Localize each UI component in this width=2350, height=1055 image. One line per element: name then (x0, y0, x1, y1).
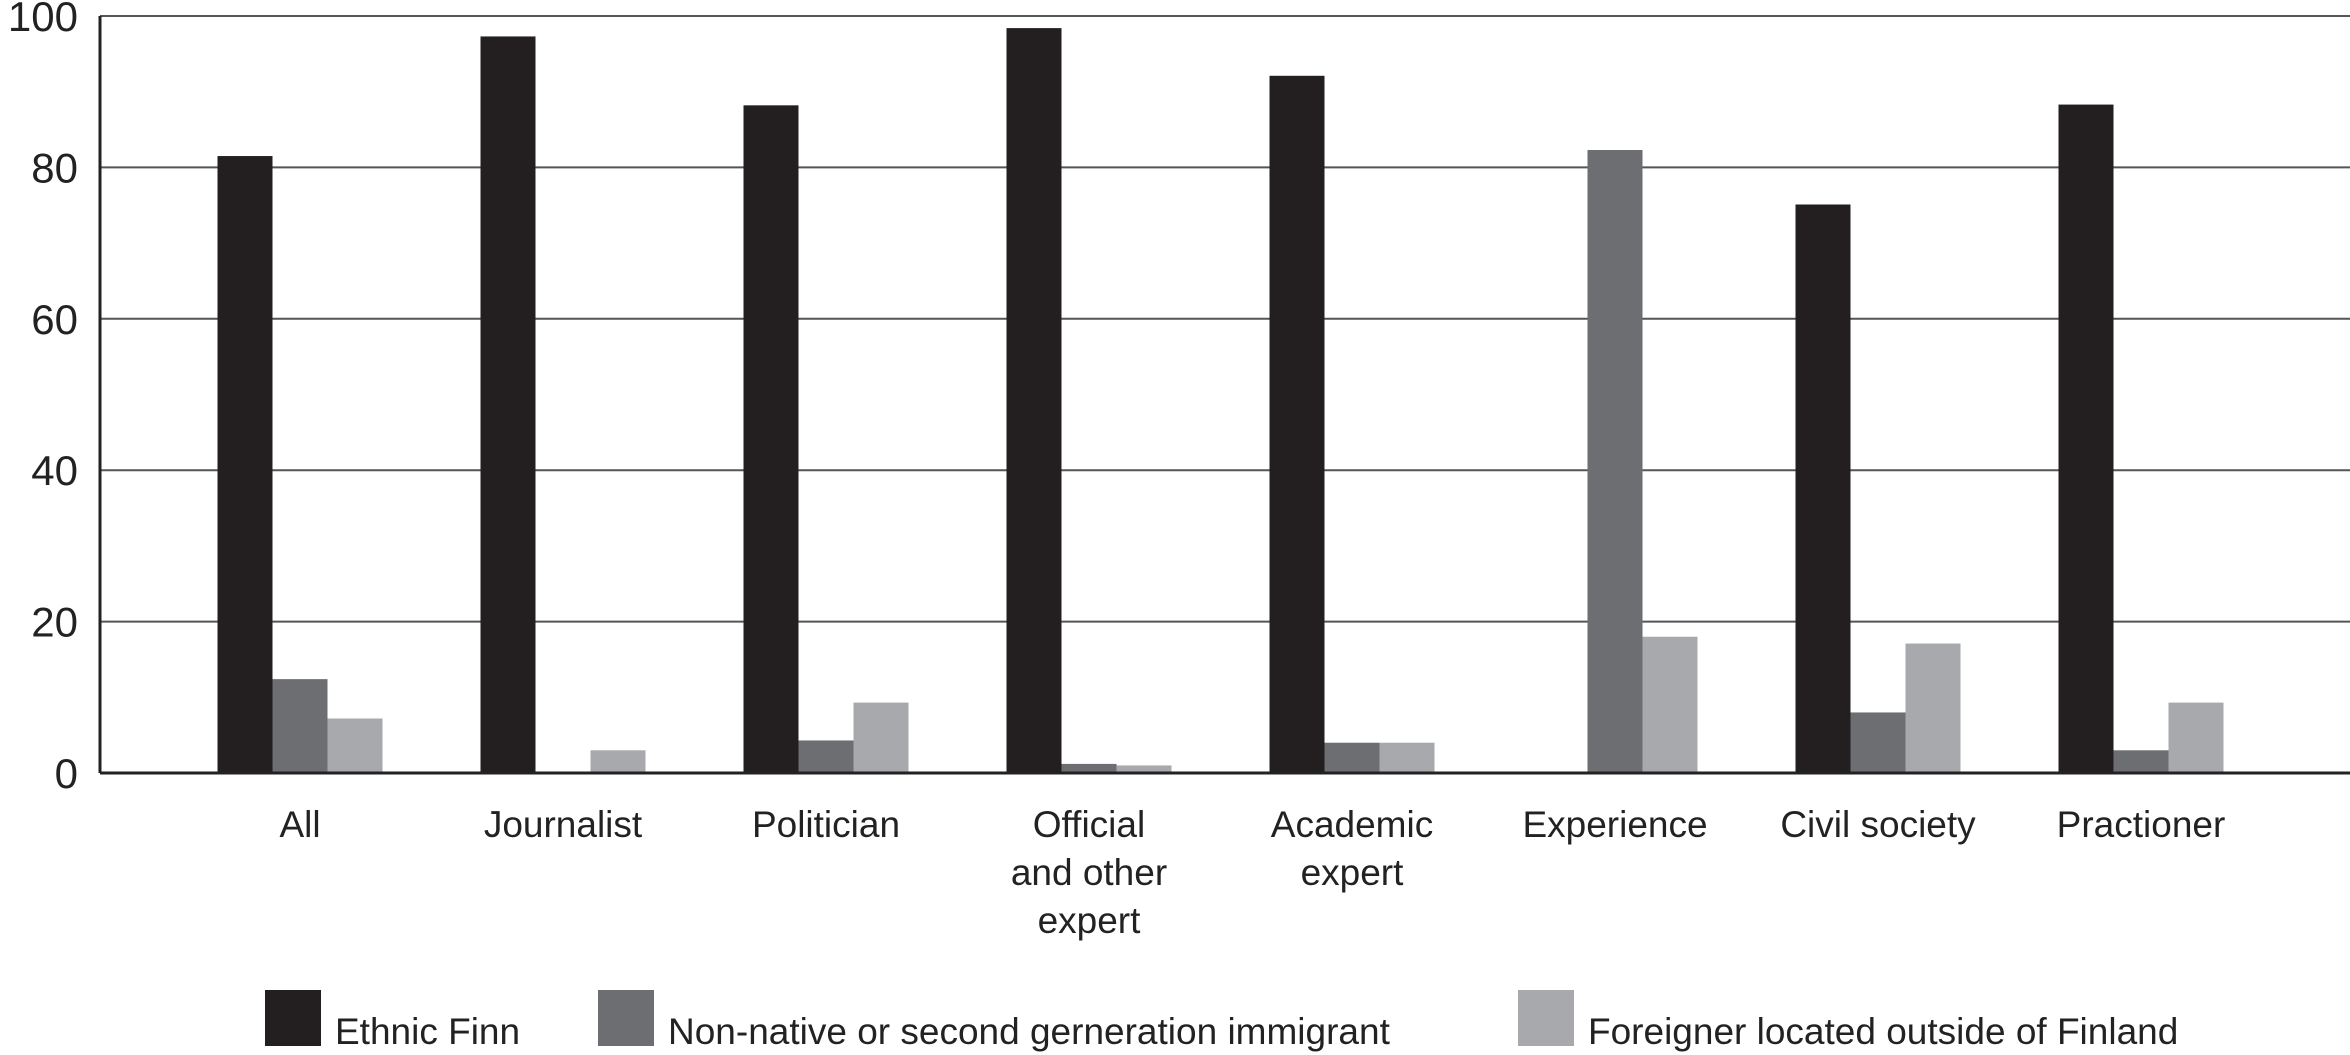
bar (590, 750, 646, 773)
legend-swatch (598, 990, 654, 1046)
category-label: expert (1301, 852, 1405, 893)
y-tick-label: 80 (31, 144, 78, 191)
bar (480, 36, 536, 773)
bar (272, 679, 328, 773)
y-tick-label: 100 (8, 0, 78, 40)
y-tick-label: 20 (31, 599, 78, 646)
bar (1269, 75, 1325, 774)
axes (98, 16, 2350, 775)
legend-label: Foreigner located outside of Finland (1588, 1011, 2178, 1052)
y-tick-label: 40 (31, 447, 78, 494)
bar (1850, 712, 1906, 773)
bar (217, 156, 273, 774)
category-label: Experience (1522, 804, 1707, 845)
bar (1642, 636, 1698, 773)
bar (1587, 149, 1643, 773)
category-labels: All Journalist Politician Official and other… (279, 804, 2225, 941)
bar (743, 105, 799, 774)
category-label: Politician (752, 804, 900, 845)
bar (2168, 702, 2224, 773)
bar (2113, 750, 2169, 773)
bar (1006, 28, 1062, 773)
bars (217, 28, 2224, 774)
bar (798, 740, 854, 773)
category-label: Journalist (484, 804, 643, 845)
gridlines (100, 15, 2350, 623)
category-label: All (279, 804, 320, 845)
category-label: expert (1038, 900, 1142, 941)
bar (1905, 643, 1961, 773)
bar (2058, 104, 2114, 774)
y-tick-labels: 0 20 40 60 80 100 (8, 0, 78, 797)
legend-label: Ethnic Finn (335, 1011, 520, 1052)
bar (853, 702, 909, 773)
bar (327, 718, 383, 773)
legend-swatch (265, 990, 321, 1046)
bar (1116, 765, 1172, 773)
y-tick-label: 60 (31, 296, 78, 343)
category-label: Official (1033, 804, 1145, 845)
bar (1795, 204, 1851, 774)
y-tick-label: 0 (55, 750, 78, 797)
bar (1061, 763, 1117, 773)
bar (1324, 742, 1380, 773)
legend: Ethnic Finn Non-native or second gernerat… (265, 990, 2178, 1052)
legend-swatch (1518, 990, 1574, 1046)
category-label: Practioner (2057, 804, 2226, 845)
bar (1379, 742, 1435, 773)
category-label: Academic (1271, 804, 1433, 845)
legend-label: Non-native or second gerneration immigra… (668, 1011, 1391, 1052)
category-label: Civil society (1780, 804, 1976, 845)
category-label: and other (1011, 852, 1167, 893)
